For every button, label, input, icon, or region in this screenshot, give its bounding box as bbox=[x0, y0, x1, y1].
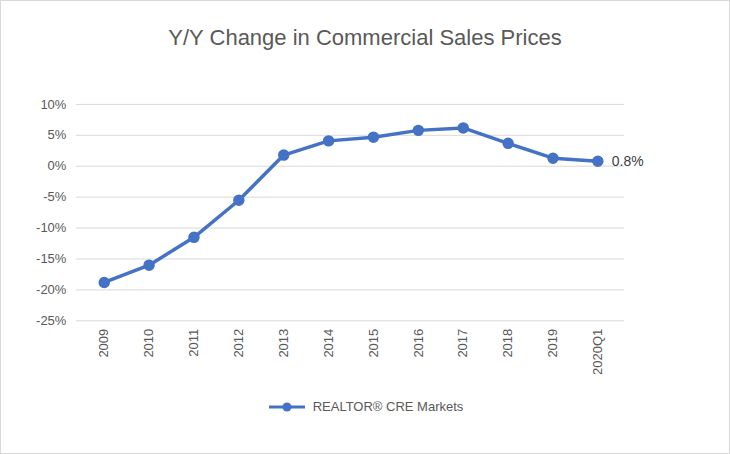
svg-text:2020Q1: 2020Q1 bbox=[590, 329, 605, 375]
svg-text:2019: 2019 bbox=[545, 329, 560, 358]
svg-text:-5%: -5% bbox=[43, 189, 67, 204]
svg-text:10%: 10% bbox=[40, 97, 66, 112]
svg-text:5%: 5% bbox=[48, 127, 67, 142]
svg-text:2012: 2012 bbox=[231, 329, 246, 358]
svg-text:2011: 2011 bbox=[186, 329, 201, 357]
svg-text:-10%: -10% bbox=[36, 220, 67, 235]
svg-text:2018: 2018 bbox=[500, 329, 515, 358]
svg-text:-20%: -20% bbox=[36, 282, 67, 297]
html-text:Y/Y Change in Commercial Sales: Y/Y Change in Commercial Sales Prices bbox=[168, 25, 562, 50]
svg-text:-15%: -15% bbox=[36, 251, 67, 266]
svg-text:2015: 2015 bbox=[366, 329, 381, 358]
svg-text:2010: 2010 bbox=[141, 329, 156, 358]
svg-text:2017: 2017 bbox=[455, 329, 470, 358]
svg-text:2013: 2013 bbox=[276, 329, 291, 358]
svg-text:2016: 2016 bbox=[410, 329, 425, 358]
svg-text:2014: 2014 bbox=[321, 329, 336, 358]
svg-text:0%: 0% bbox=[48, 158, 67, 173]
svg-text:2009: 2009 bbox=[96, 329, 111, 358]
html-text:REALTOR® CRE Markets: REALTOR® CRE Markets bbox=[312, 399, 464, 414]
svg-text:0.8%: 0.8% bbox=[612, 153, 644, 169]
svg-text:-25%: -25% bbox=[36, 313, 67, 328]
